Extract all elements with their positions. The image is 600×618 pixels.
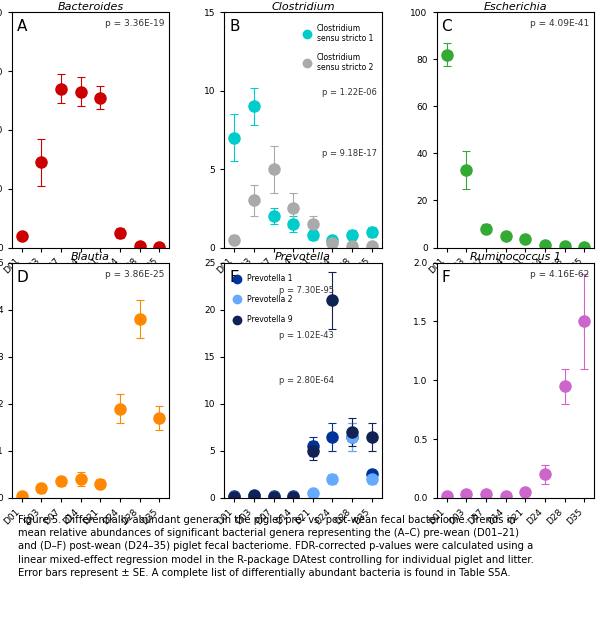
Text: p = 1.22E-06: p = 1.22E-06 <box>322 88 377 96</box>
Text: p = 2.80E-64: p = 2.80E-64 <box>280 376 334 384</box>
Text: p = 7.30E-95: p = 7.30E-95 <box>280 286 334 295</box>
Title: Bacteroides: Bacteroides <box>58 2 124 12</box>
Text: E: E <box>229 270 239 285</box>
Text: p = 3.36E-19: p = 3.36E-19 <box>105 19 164 28</box>
Title: Blautia: Blautia <box>71 252 110 262</box>
Text: p = 9.18E-17: p = 9.18E-17 <box>322 149 377 158</box>
Text: D: D <box>17 270 28 285</box>
Text: F: F <box>442 270 450 285</box>
Text: p = 3.86E-25: p = 3.86E-25 <box>105 270 164 279</box>
Legend: Clostridium
sensu stricto 1, Clostridium
sensu stricto 2: Clostridium sensu stricto 1, Clostridium… <box>300 21 376 75</box>
Title: Escherichia: Escherichia <box>484 2 547 12</box>
Text: C: C <box>442 19 452 35</box>
Text: A: A <box>17 19 27 35</box>
Text: p = 4.16E-62: p = 4.16E-62 <box>530 270 589 279</box>
Legend: Prevotella 1, Prevotella 2, Prevotella 9: Prevotella 1, Prevotella 2, Prevotella 9 <box>230 271 295 328</box>
Text: p = 1.02E-43: p = 1.02E-43 <box>280 331 334 340</box>
Title: Ruminococcus 1: Ruminococcus 1 <box>470 252 561 262</box>
Title: Clostridium: Clostridium <box>271 2 335 12</box>
Text: Figure 5. Differentially abundant genera in the piglet pre- vs. post-wean fecal : Figure 5. Differentially abundant genera… <box>18 515 533 578</box>
Text: B: B <box>229 19 239 35</box>
Title: Prevotella: Prevotella <box>275 252 331 262</box>
Text: p = 4.09E-41: p = 4.09E-41 <box>530 19 589 28</box>
